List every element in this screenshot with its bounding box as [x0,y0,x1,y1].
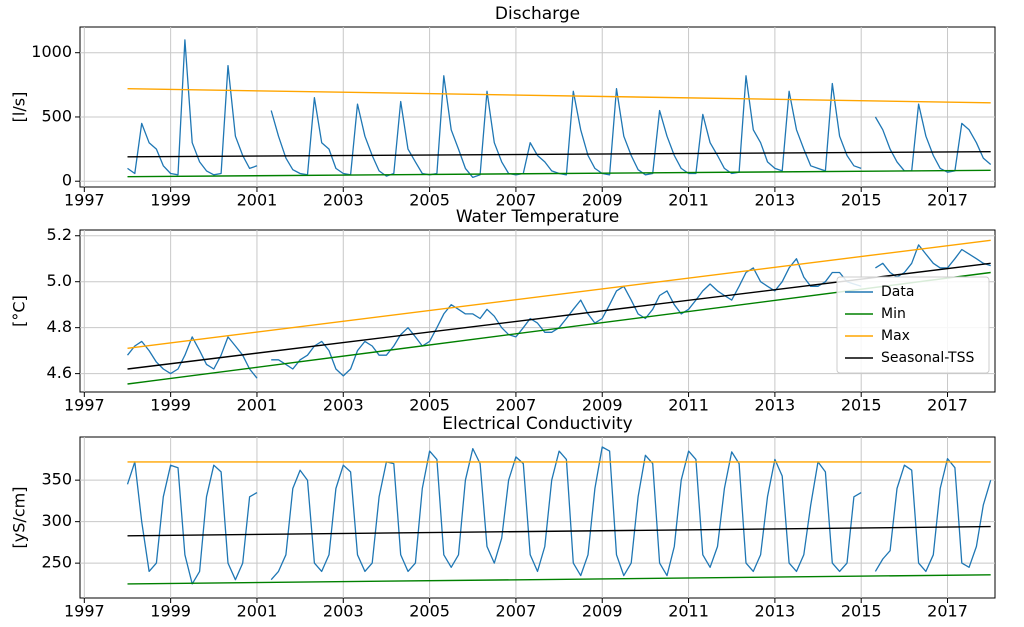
legend-label: Seasonal-TSS [881,350,974,366]
x-tick-label: 2017 [927,191,968,210]
x-tick-label: 2017 [927,602,968,621]
x-tick-label: 2005 [409,396,450,415]
series-line [127,151,991,158]
plot-frame [79,26,996,188]
y-tick-label: 350 [41,470,72,489]
x-tick-label: 2005 [409,602,450,621]
series-line [127,239,991,349]
x-tick-label: 1997 [64,191,105,210]
legend-label: Max [881,328,910,344]
x-tick-label: 2003 [323,602,364,621]
legend-box [836,276,990,374]
x-tick-label: 1997 [64,396,105,415]
chart-title: Electrical Conductivity [442,414,632,434]
legend: Data Min Max Seasonal-TSS [836,276,990,374]
y-tick-label: 5.2 [47,225,72,244]
x-tick-label: 2007 [496,602,537,621]
x-tick-label: 2007 [496,191,537,210]
x-tick-label: 1997 [64,602,105,621]
plot-frame [79,436,996,599]
x-tick-label: 2005 [409,191,450,210]
y-tick-label: 300 [41,511,72,530]
series-line [127,88,991,104]
x-tick-label: 2003 [323,396,364,415]
series-line [127,169,991,178]
y-tick-label: 4.8 [47,317,72,336]
x-tick-label: 2013 [755,602,796,621]
legend-label: Data [881,284,914,300]
x-tick-label: 1999 [150,396,191,415]
x-tick-label: 2009 [582,396,623,415]
x-tick-label: 2013 [755,396,796,415]
series-line [127,525,991,537]
legend-label: Min [881,306,906,322]
x-tick-label: 2001 [237,191,278,210]
y-axis-label: [°C] [10,295,29,327]
x-tick-label: 2017 [927,396,968,415]
y-tick-label: 250 [41,553,72,572]
x-tick-label: 2015 [841,396,882,415]
x-tick-label: 2009 [582,191,623,210]
y-axis-label: [yS/cm] [10,487,29,549]
x-tick-label: 2009 [582,602,623,621]
y-tick-label: 4.6 [47,363,72,382]
chart-title: Water Temperature [456,207,619,227]
series-line [127,574,991,585]
x-tick-label: 2011 [668,396,709,415]
x-tick-label: 1999 [150,602,191,621]
x-tick-label: 2003 [323,191,364,210]
x-tick-label: 2007 [496,396,537,415]
y-tick-label: 1000 [31,42,72,61]
x-tick-label: 2011 [668,191,709,210]
x-tick-label: 2001 [237,396,278,415]
y-tick-label: 0 [62,171,72,190]
x-tick-label: 2013 [755,191,796,210]
y-tick-label: 5.0 [47,271,72,290]
chart-title: Discharge [495,4,580,24]
x-tick-label: 2015 [841,602,882,621]
plot-frame [79,229,996,393]
x-tick-label: 2015 [841,191,882,210]
series-line [127,39,992,179]
y-axis-label: [l/s] [10,92,29,123]
x-tick-label: 1999 [150,191,191,210]
x-tick-label: 2011 [668,602,709,621]
x-tick-label: 2001 [237,602,278,621]
y-tick-label: 500 [41,106,72,125]
